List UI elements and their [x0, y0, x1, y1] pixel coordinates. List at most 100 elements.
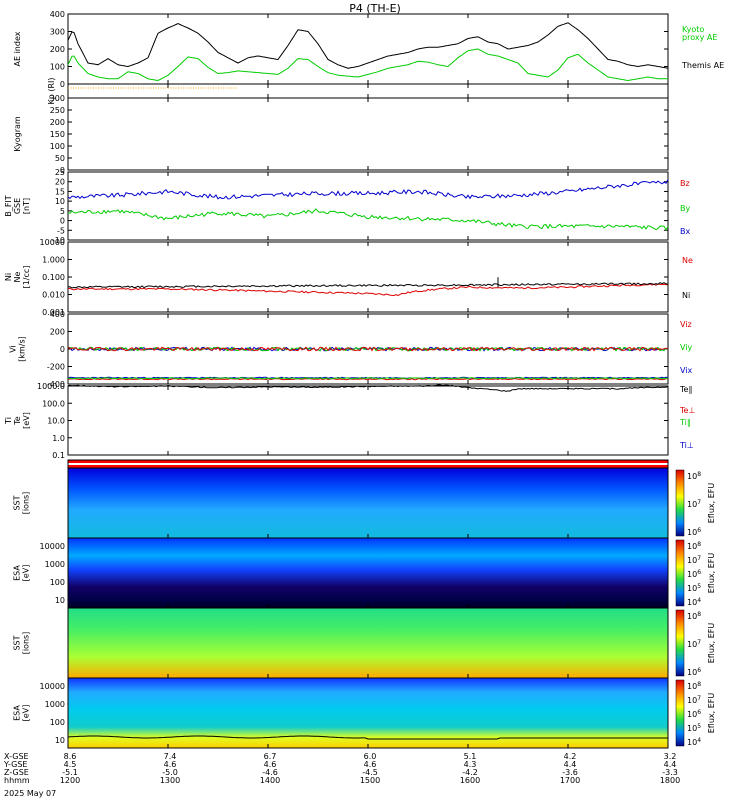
colorbar	[675, 679, 685, 747]
ephem-value: 1800	[660, 776, 680, 785]
y-tick-label: 10	[55, 596, 65, 605]
y-axis-label-line: SST	[13, 495, 22, 510]
legend-proxy-ae: proxy AE	[682, 33, 717, 42]
colorbar-label: Eflux, EFU	[707, 553, 716, 594]
colorbar-tick-label: 108	[687, 541, 701, 551]
y-axis-label-line: [eV]	[22, 565, 31, 582]
y-axis-label: ESA[eV]	[13, 705, 31, 722]
y-axis-label-line: ESA	[13, 565, 22, 581]
ephem-value: 8.6	[64, 752, 77, 761]
colorbar-tick-exponent: 8	[697, 471, 701, 478]
ephem-value: -4.6	[262, 768, 278, 777]
y-axis-label-line: [ions]	[22, 492, 31, 515]
chart-title: P4 (TH-E)	[349, 2, 401, 15]
colorbar-tick-exponent: 6	[697, 569, 701, 576]
y-axis-label-line: GSE	[13, 198, 22, 214]
y-tick-label: 25	[55, 168, 65, 177]
colorbar-tick-label: 107	[687, 695, 701, 705]
ephem-value: -3.6	[562, 768, 578, 777]
y-axis-label: TiTe[eV]	[4, 412, 31, 429]
series-line-bx	[67, 179, 669, 200]
y-tick-label: 0	[60, 166, 65, 175]
legend-by: By	[680, 204, 690, 213]
series-line-kyotoproxyae	[67, 48, 668, 82]
y-axis-label: Kyogram	[13, 116, 22, 152]
y-axis-label-line: Ti	[4, 417, 13, 425]
ephem-value: 4.5	[64, 760, 77, 769]
colorbar-label: Eflux, EFU	[707, 623, 716, 664]
colorbar-tick-label: 106	[687, 667, 701, 677]
ephem-value: 4.6	[164, 760, 177, 769]
colorbar-tick-label: 107	[687, 555, 701, 565]
ephem-value: -5.0	[162, 768, 178, 777]
ephem-value: 4.6	[364, 760, 377, 769]
colorbar-label: Eflux, EFU	[707, 693, 716, 734]
y-axis-label-line: B_FIT	[4, 195, 13, 216]
mode-bar-red	[68, 460, 668, 463]
colorbar-tick-exponent: 8	[697, 611, 701, 618]
y-tick-label: 1.000	[42, 256, 65, 265]
colorbar-tick-exponent: 6	[697, 527, 701, 534]
colorbar-tick-exponent: 8	[697, 681, 701, 688]
legend-ti-par: Ti∥	[679, 418, 691, 427]
y-tick-label: 0	[60, 345, 65, 354]
y-tick-label: 100	[50, 142, 65, 151]
y-tick-label: -10	[52, 236, 65, 245]
colorbar	[675, 469, 685, 537]
y-axis-label-line: [eV]	[22, 705, 31, 722]
y-axis-label-line: Te	[13, 416, 22, 426]
y-axis-label-line: Vi	[9, 345, 18, 353]
y-tick-label: 0	[60, 80, 65, 89]
ephem-value: 3.2	[664, 752, 677, 761]
legend-viy: Viy	[680, 343, 693, 352]
colorbar-tick-label: 108	[687, 611, 701, 621]
ephem-value: 4.2	[564, 752, 577, 761]
legend-kyoto: Kyoto	[682, 25, 704, 34]
y-axis-label-line: SST	[13, 635, 22, 650]
panel-frame-ae	[67, 13, 669, 85]
ephem-value: 6.7	[264, 752, 277, 761]
colorbar	[675, 539, 685, 607]
ephem-value: 1300	[160, 776, 180, 785]
series-line-ni	[67, 282, 669, 289]
ephem-value: -4.5	[362, 768, 378, 777]
legend-vix: Vix	[680, 366, 693, 375]
colorbar-tick-exponent: 7	[697, 499, 701, 506]
esa-ion-spectrogram	[68, 538, 668, 608]
y-axis-label-line: AE index	[13, 31, 22, 66]
colorbar-tick-label: 105	[687, 583, 701, 593]
colorbar-tick-label: 104	[687, 737, 701, 747]
ephem-row-label: hhmm	[4, 776, 30, 785]
ephem-value: -3.3	[662, 768, 678, 777]
ephem-value: -5.1	[62, 768, 78, 777]
y-tick-label: 100	[50, 718, 65, 727]
y-axis-label-line: [1/cc]	[22, 266, 31, 289]
spacecraft-potential-line	[67, 735, 668, 740]
colorbar-tick-label: 105	[687, 723, 701, 733]
y-tick-label: 200	[50, 45, 65, 54]
legend-viz: Viz	[680, 320, 692, 329]
y-tick-label: 1000	[45, 560, 65, 569]
colorbar	[675, 609, 685, 677]
date-label: 2025 May 07	[4, 789, 56, 798]
y-axis-label-line: Kyogram	[13, 116, 22, 152]
y-axis-label: AE index	[13, 31, 22, 66]
y-tick-label: 10000	[40, 682, 65, 691]
ephem-value: 1400	[260, 776, 280, 785]
series-line-ne	[67, 283, 669, 297]
legend-ne: Ne	[682, 256, 693, 265]
y-tick-label: 5	[60, 207, 65, 216]
colorbar-tick-label: 106	[687, 709, 701, 719]
y-axis-label-line: [ions]	[22, 632, 31, 655]
colorbar-tick-exponent: 7	[697, 555, 701, 562]
colorbar-tick-exponent: 8	[697, 541, 701, 548]
ephem-row-label: X-GSE	[4, 752, 29, 761]
colorbar-tick-exponent: 7	[697, 695, 701, 702]
y-axis-label: NiNe[1/cc]	[4, 266, 31, 289]
ephem-value: 5.1	[464, 752, 477, 761]
y-axis-label-line: Ne	[13, 271, 22, 282]
ephem-value: 4.4	[564, 760, 577, 769]
esa-electron-spectrogram	[68, 678, 668, 748]
ephem-value: 4.6	[264, 760, 277, 769]
